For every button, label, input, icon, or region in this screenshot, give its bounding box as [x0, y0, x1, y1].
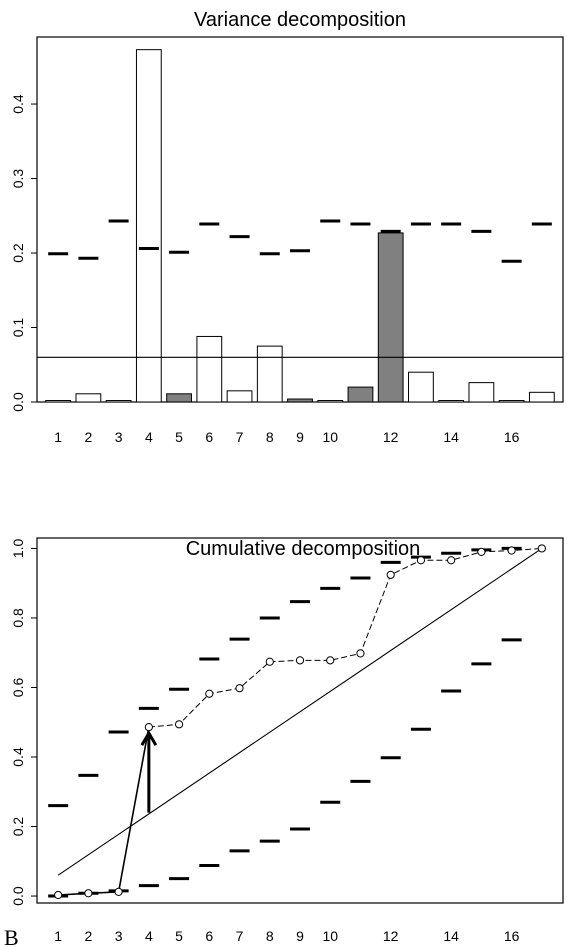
y-tick-label: 0.2	[10, 817, 26, 837]
x-tick-label: 1	[54, 928, 62, 944]
y-tick-label: 0.3	[10, 169, 26, 189]
data-point	[265, 657, 274, 666]
x-tick-label: 12	[383, 928, 399, 944]
bar	[45, 400, 72, 403]
data-point	[295, 656, 305, 665]
x-tick-label: 1	[54, 429, 62, 445]
arrow-head	[140, 730, 158, 746]
data-point	[477, 547, 486, 557]
x-tick-label: 3	[115, 429, 123, 445]
y-tick-label: 0.0	[10, 392, 26, 412]
y-tick-label: 0.6	[10, 678, 26, 698]
bar	[468, 382, 495, 403]
data-point	[537, 544, 546, 553]
x-tick-label: 14	[443, 928, 459, 944]
data-point	[144, 723, 153, 732]
bar	[287, 398, 313, 403]
x-tick-label: 2	[84, 928, 92, 944]
diagonal-line	[57, 547, 543, 876]
data-point	[174, 720, 184, 729]
chart-marks: 0.00.10.20.30.41 2 3 4 5 6 7 8 9 10 12 14 16	[10, 49, 563, 445]
bar	[256, 345, 283, 403]
data-point	[54, 890, 63, 900]
data-point	[416, 556, 426, 565]
x-tick-label: 8	[266, 928, 274, 944]
x-tick-label: 4	[145, 928, 153, 944]
x-tick-label: 5	[175, 928, 183, 944]
figure-panel-label: B	[4, 925, 19, 947]
x-tick-label: 6	[205, 928, 213, 944]
y-tick-label: 0.1	[10, 318, 26, 338]
data-point	[507, 546, 516, 555]
bar	[347, 386, 374, 403]
data-point	[447, 556, 456, 565]
plot-frame	[36, 537, 564, 904]
x-tick-label: 9	[296, 429, 304, 445]
bar	[105, 400, 132, 403]
bar	[196, 335, 223, 403]
x-tick-label: 2	[84, 429, 92, 445]
y-tick-label: 0.4	[10, 94, 26, 114]
x-tick-label: 12	[383, 429, 399, 445]
bar	[438, 400, 465, 403]
variance-decomposition-panel: Variance decomposition 0.00.10.20.30.41 2…	[10, 9, 564, 445]
bar	[135, 49, 162, 403]
x-tick-label: 8	[266, 429, 274, 445]
y-tick-label: 0.2	[10, 243, 26, 263]
data-point	[326, 656, 335, 665]
x-tick-label: 5	[175, 429, 183, 445]
x-tick-label: 10	[322, 928, 338, 944]
chart-title: Cumulative decomposition	[186, 538, 421, 560]
bar	[408, 371, 434, 403]
x-tick-label: 6	[205, 429, 213, 445]
data-point	[84, 889, 93, 898]
x-tick-label: 3	[115, 928, 123, 944]
bar	[226, 390, 253, 403]
y-tick-label: 0.0	[10, 886, 26, 906]
bar	[75, 393, 102, 403]
x-tick-label: 7	[236, 928, 244, 944]
bar	[317, 400, 344, 403]
chart-marks: 0.00.20.40.60.81.01 2 3 4 5 6 7 8 9 10 12 14 16	[10, 538, 546, 944]
x-tick-label: 16	[504, 429, 520, 445]
x-tick-label: 16	[504, 928, 520, 944]
x-tick-label: 4	[145, 429, 153, 445]
data-point	[386, 570, 395, 579]
y-tick-label: 0.4	[10, 747, 26, 767]
cumulative-line-dashed	[148, 547, 542, 728]
data-point	[205, 689, 214, 698]
chart-title: Variance decomposition	[194, 9, 406, 31]
data-point	[235, 684, 244, 693]
x-tick-label: 10	[322, 429, 338, 445]
bar	[377, 232, 404, 403]
y-tick-label: 1.0	[10, 538, 26, 558]
x-tick-label: 9	[296, 928, 304, 944]
x-tick-label: 7	[236, 429, 244, 445]
bar	[498, 400, 525, 403]
data-point	[356, 649, 365, 658]
bar	[166, 393, 192, 403]
cumulative-decomposition-panel: Cumulative decomposition 0.0 0.2 0.4 0.6 0.8…	[10, 537, 564, 944]
x-tick-label: 14	[443, 429, 459, 445]
bar	[528, 391, 555, 403]
y-tick-label: 0.8	[10, 608, 26, 628]
cumulative-line-solid	[58, 726, 150, 896]
data-point	[114, 887, 123, 896]
